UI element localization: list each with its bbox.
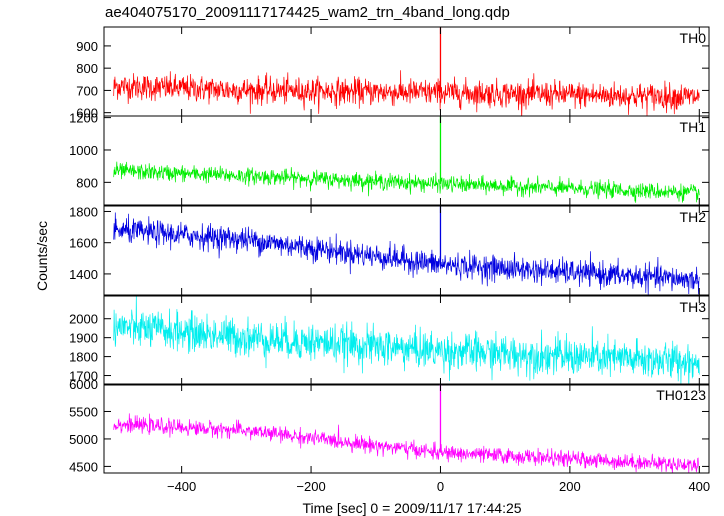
y-tick-label: 700 <box>76 83 98 98</box>
panel-frame <box>103 383 710 474</box>
series-line-th3 <box>113 296 700 385</box>
y-tick-label: 6000 <box>69 377 98 392</box>
x-tick-labels: −400 −200 0 200 400 <box>167 479 710 494</box>
x-axis-label: Time [sec] 0 = 2009/11/17 17:44:25 <box>302 500 521 516</box>
series-line-th2 <box>113 212 700 295</box>
x-tick-label: −200 <box>296 479 325 494</box>
x-tick-label: 0 <box>437 479 444 494</box>
y-tick-label: 1200 <box>69 111 98 126</box>
panel-th1: 800 1000 1200 TH1 <box>69 111 710 206</box>
y-tick-label: 1600 <box>69 236 98 251</box>
y-tick-label: 1700 <box>69 369 98 384</box>
panel-frame <box>103 26 710 117</box>
y-tick-label: 1800 <box>69 350 98 365</box>
panel-label-th1: TH1 <box>680 119 707 135</box>
y-tick-label: 4500 <box>69 459 98 474</box>
panel-label-th0: TH0 <box>680 30 707 46</box>
series-line-th0123 <box>113 413 700 473</box>
y-tick-label: 1800 <box>69 204 98 219</box>
panel-frame <box>103 115 710 206</box>
panels-group: 600 700 800 900 TH0 800 1000 1200 TH1 1400 1600 180… <box>69 26 710 494</box>
panel-frame <box>103 295 710 386</box>
chart-title: ae404075170_20091117174425_wam2_trn_4ban… <box>105 4 510 21</box>
series-line-th1 <box>113 161 700 203</box>
y-tick-label: 5500 <box>69 404 98 419</box>
panel-th3: 1700 1800 1900 2000 TH3 <box>69 295 710 386</box>
y-tick-label: 1900 <box>69 331 98 346</box>
panel-label-th2: TH2 <box>680 209 707 225</box>
y-axis-label: Counts/sec <box>34 221 50 291</box>
x-tick-label: 400 <box>688 479 710 494</box>
panel-th0: 600 700 800 900 TH0 <box>76 26 710 121</box>
y-tick-label: 800 <box>76 61 98 76</box>
panel-th0123: 4500 5000 5500 6000 TH0123 <box>69 377 710 474</box>
x-tick-label: 200 <box>559 479 581 494</box>
panel-th2: 1400 1600 1800 TH2 <box>69 204 710 296</box>
y-tick-label: 600 <box>76 106 98 121</box>
y-tick-label: 1400 <box>69 267 98 282</box>
panel-label-th0123: TH0123 <box>656 387 706 403</box>
series-line-th0 <box>113 70 700 116</box>
panel-frame <box>103 205 710 296</box>
y-tick-label: 1000 <box>69 143 98 158</box>
x-tick-label: −400 <box>167 479 196 494</box>
y-tick-label: 800 <box>76 175 98 190</box>
y-tick-label: 900 <box>76 39 98 54</box>
y-tick-label: 5000 <box>69 432 98 447</box>
panel-label-th3: TH3 <box>680 299 707 315</box>
y-tick-label: 2000 <box>69 312 98 327</box>
